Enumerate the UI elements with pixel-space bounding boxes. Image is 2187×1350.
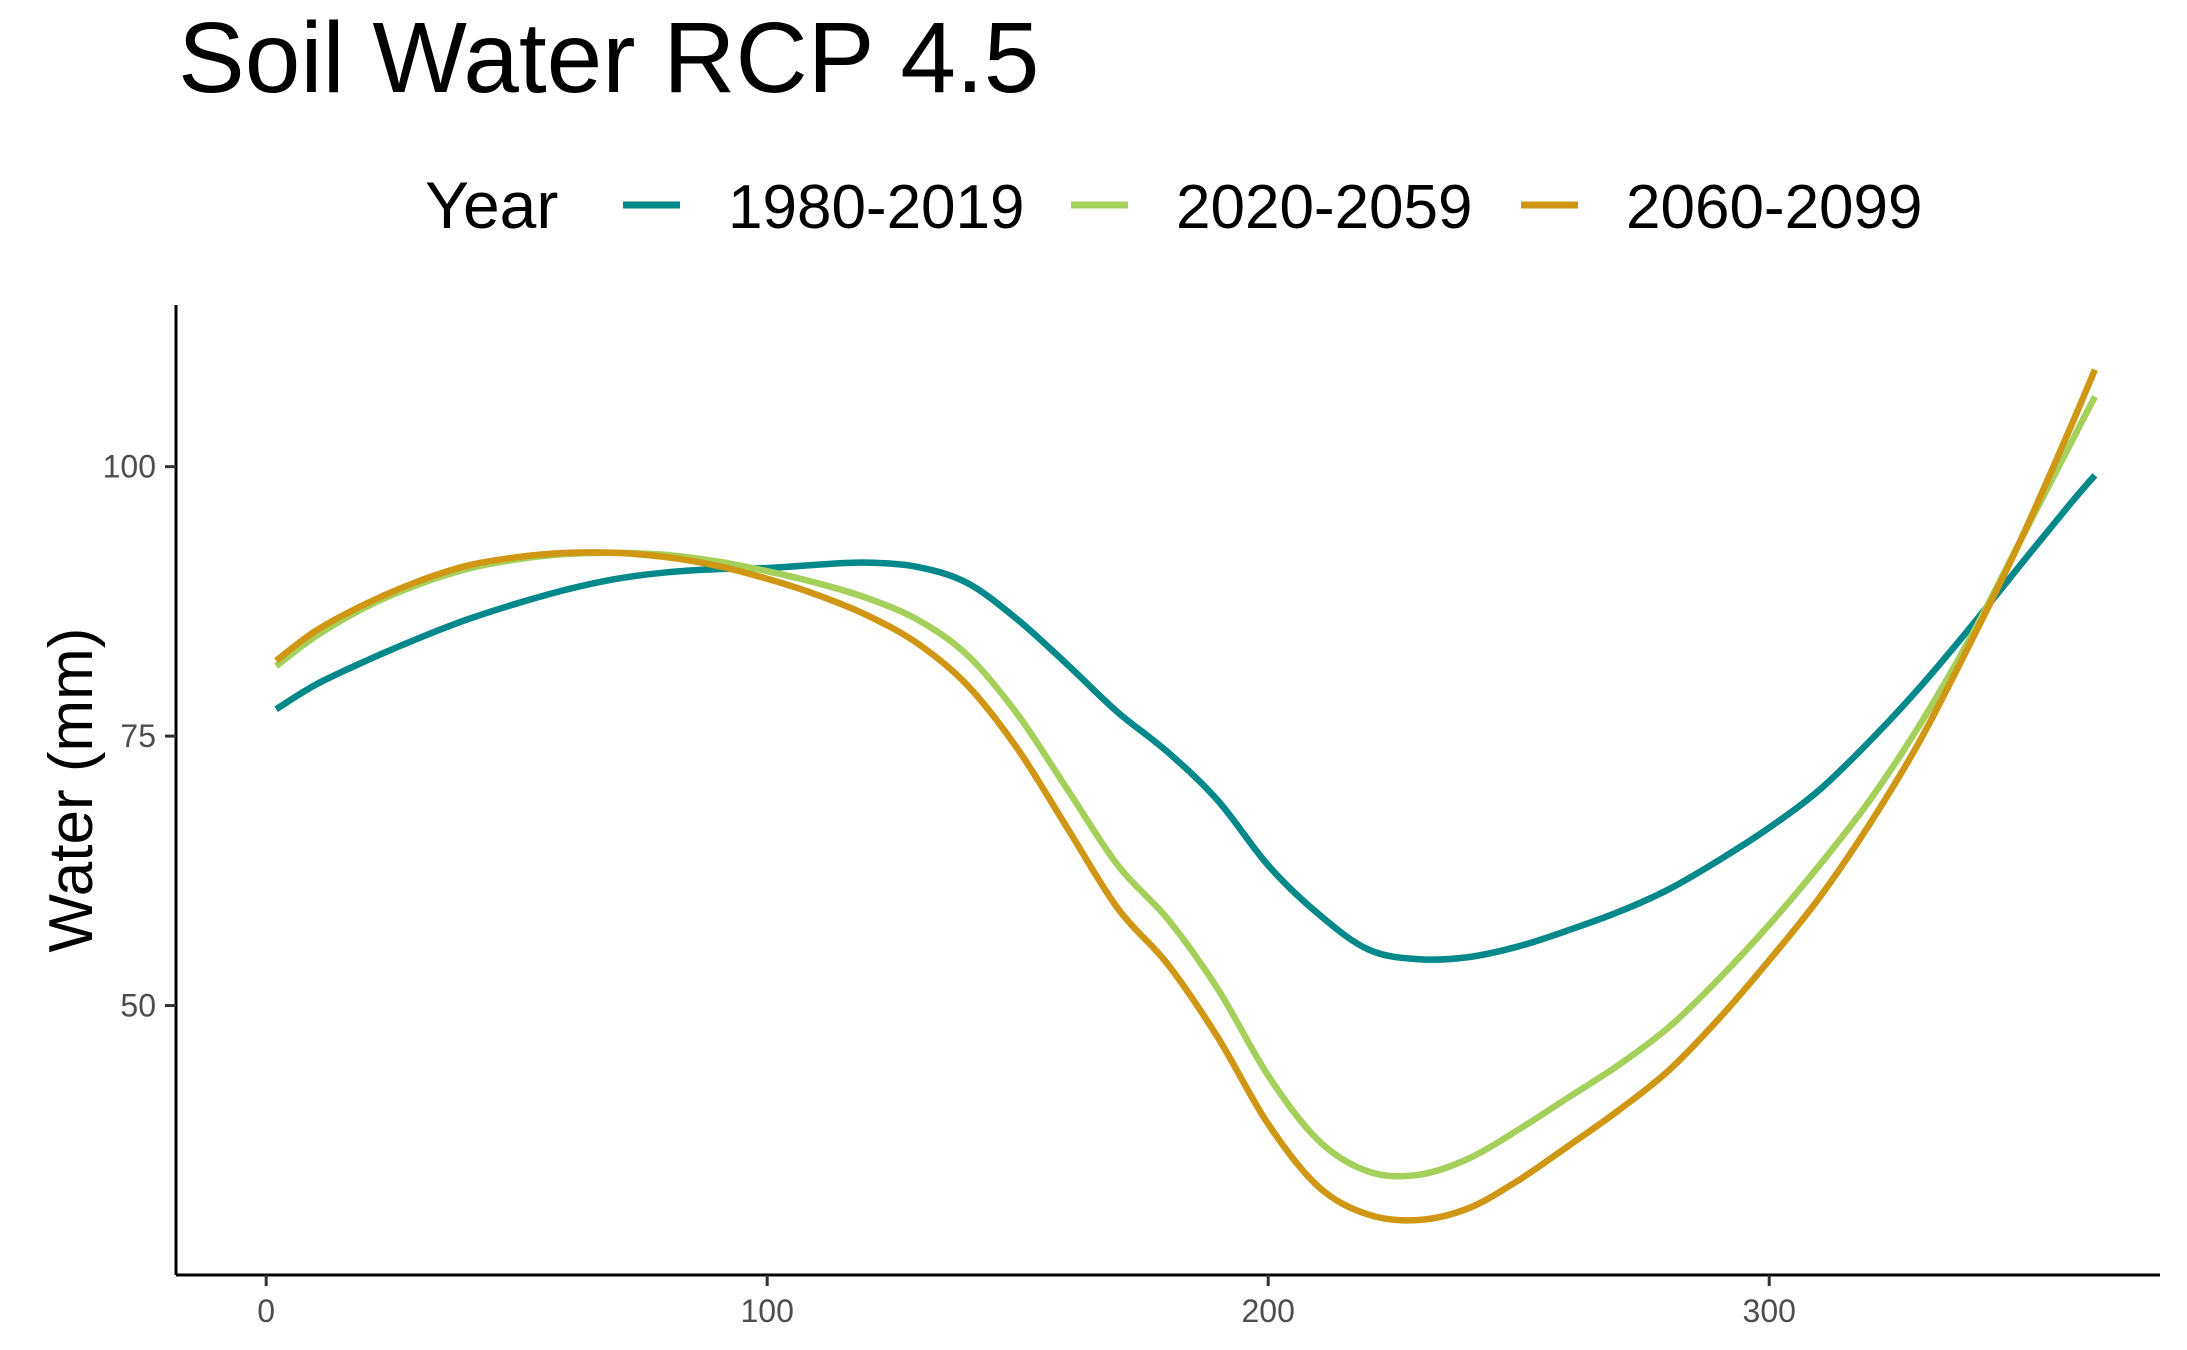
series-line-1980-2019	[274, 473, 2098, 963]
x-tick-label: 100	[740, 1293, 793, 1329]
legend-label-1980-2019: 1980-2019	[728, 173, 1025, 242]
axes	[174, 305, 2160, 1277]
y-axis-title: Water (mm)	[37, 628, 106, 953]
x-tick-label: 200	[1242, 1293, 1295, 1329]
series-line-2060-2099	[274, 368, 2098, 1224]
x-tick-label: 300	[1743, 1293, 1796, 1329]
y-tick-label: 75	[120, 718, 156, 754]
legend: Year 1980-2019 2020-2059 2060-2099	[425, 168, 1923, 242]
chart-title: Soil Water RCP 4.5	[178, 2, 1040, 114]
legend-title: Year	[425, 168, 558, 242]
y-tick-label: 50	[120, 988, 156, 1024]
series-layer	[274, 368, 2098, 1224]
x-tick-label: 0	[257, 1293, 275, 1329]
ticks: 0 100 200 300 50 75 100	[103, 449, 1796, 1329]
y-tick-label: 100	[103, 449, 156, 485]
legend-label-2020-2059: 2020-2059	[1176, 173, 1473, 242]
legend-label-2060-2099: 2060-2099	[1626, 173, 1923, 242]
